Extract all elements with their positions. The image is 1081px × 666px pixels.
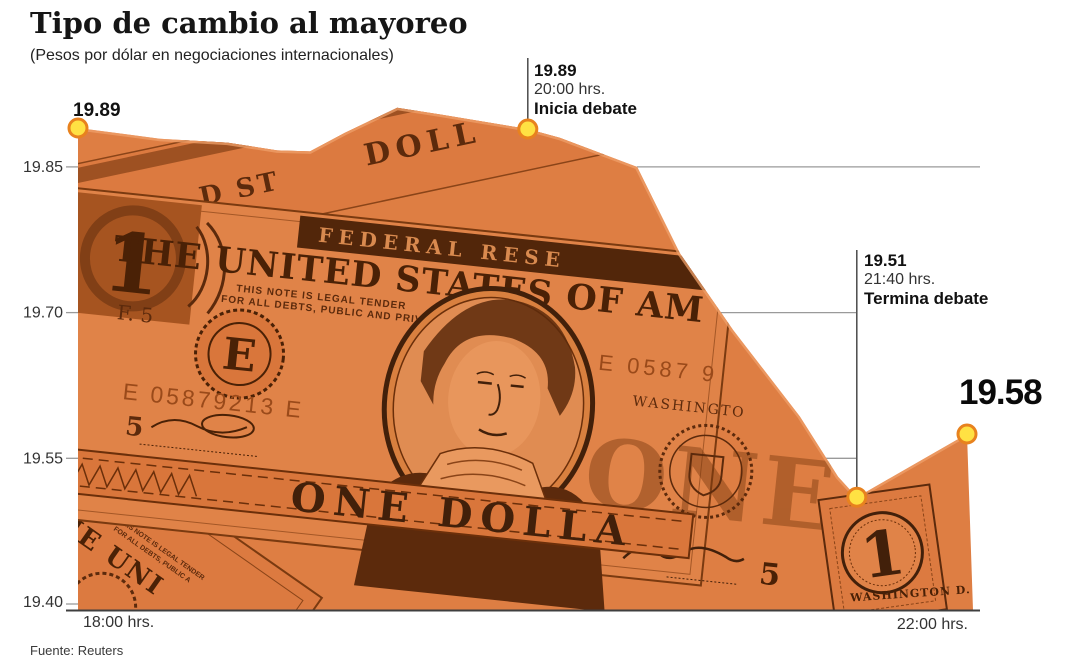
portrait-eyes [477, 380, 524, 389]
annotation-value: 19.89 [73, 100, 121, 121]
y-axis-tick-label: 19.40 [23, 594, 63, 611]
annotation-value: 19.51 [864, 251, 907, 270]
treasury-seal-ring [658, 423, 754, 519]
gridlines [66, 166, 980, 605]
annotation-event: Inicia debate [534, 99, 637, 118]
annotation-debate-end: 19.51 21:40 hrs. Termina debate [864, 251, 988, 308]
bill-fragment-one-seal: 1 [817, 483, 949, 610]
portrait-hair [420, 299, 576, 416]
source-credit: Fuente: Reuters [30, 643, 124, 658]
annotation-opening-rate: 19.89 [73, 101, 121, 120]
portrait-face [448, 341, 541, 457]
dollar-bill-collage-fill: D ST DOLL FE THE UNI THIS NOTE IS LEGAL … [78, 107, 973, 610]
corner-rosette [79, 205, 186, 312]
seal-one: 1 [856, 515, 909, 593]
district-seal-letter: E [220, 328, 259, 382]
data-point-dot [846, 486, 868, 508]
annotation-value: 19.89 [534, 61, 577, 80]
data-point-dots [67, 117, 978, 508]
portrait-mouth [478, 428, 508, 437]
annotation-debate-start: 19.89 20:00 hrs. Inicia debate [534, 61, 637, 118]
portrait-nose [488, 383, 501, 416]
bill-corner-one: 1 [99, 214, 166, 315]
data-point-dot [67, 117, 89, 139]
x-axis-label-end: 22:00 hrs. [896, 616, 968, 633]
bill-text-f5: F. 5 [116, 300, 155, 328]
treasury-shield [688, 452, 725, 497]
x-axis-label-start: 18:00 hrs. [83, 614, 155, 631]
data-point-dot [956, 423, 978, 445]
y-axis-tick-label: 19.70 [23, 305, 63, 322]
page-title: Tipo de cambio al mayoreo [30, 6, 468, 40]
bill-five-right: 5 [758, 557, 782, 594]
chart-subtitle: (Pesos por dólar en negociaciones intern… [30, 47, 394, 64]
annotation-closing-rate: 19.58 [959, 373, 1043, 412]
annotation-lines [527, 58, 858, 498]
y-axis-tick-label: 19.85 [23, 159, 63, 176]
bill-five-left: 5 [124, 412, 145, 444]
annotation-time: 20:00 hrs. [534, 81, 606, 98]
y-axis-tick-label: 19.55 [23, 450, 63, 467]
band-zigzag [78, 460, 198, 497]
bill-main: 1 FEDERAL RESE THE UNITED STATES OF AM T… [78, 186, 843, 610]
y-axis-tick-labels: 19.85 19.70 19.55 19.40 [23, 159, 63, 611]
annotation-time: 21:40 hrs. [864, 271, 936, 288]
bill-bottom-band [78, 445, 695, 560]
data-point-dot [517, 118, 539, 140]
annotation-event: Termina debate [864, 289, 989, 308]
annotation-value: 19.58 [959, 373, 1043, 412]
laurel-leaves [187, 221, 226, 315]
treasurer-signature [150, 419, 248, 434]
